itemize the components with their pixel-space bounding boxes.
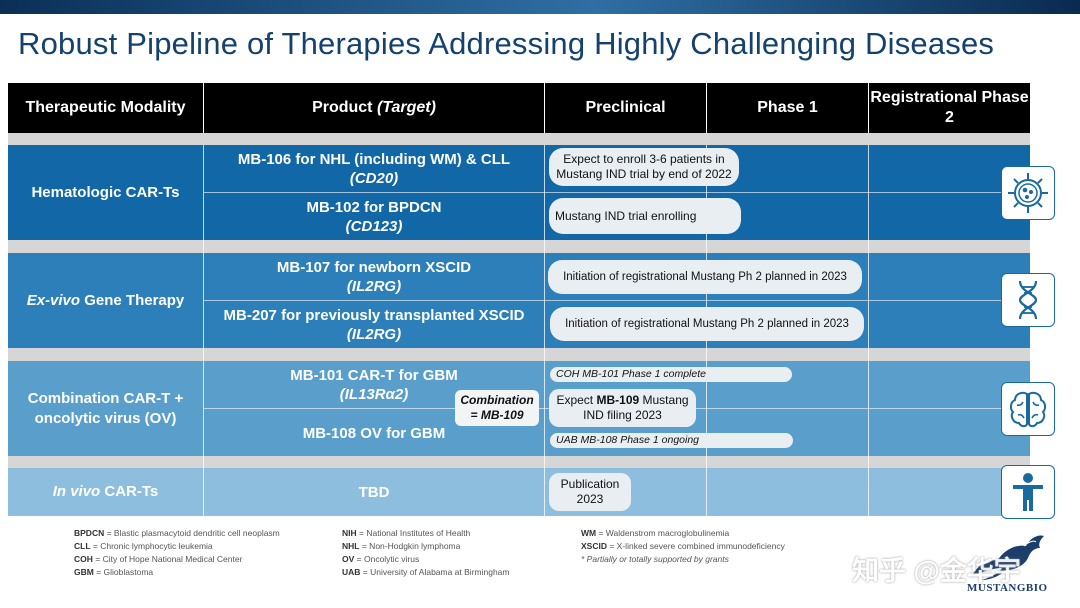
product-mb207: MB-207 for previously transplanted XSCID… (204, 303, 544, 347)
header-product: Product (Target) (204, 83, 545, 133)
modality-rest: Gene Therapy (84, 291, 185, 309)
footnote-abbr: COH (74, 554, 93, 564)
modality-italic: In vivo (52, 483, 101, 500)
footnote-abbr: UAB (342, 567, 361, 577)
dna-icon (1018, 280, 1038, 320)
status-pill-mb207: Initiation of registrational Mustang Ph … (550, 307, 864, 341)
footnote-def: = Waldenstrom macroglobulinemia (598, 528, 730, 538)
row-separator (8, 456, 1030, 468)
footnote-abbr: WM (581, 528, 597, 538)
status-pill-mb107: Initiation of registrational Mustang Ph … (548, 260, 862, 294)
product-mb108: MB-108 OV for GBM (204, 411, 544, 455)
footnote-def: = Non-Hodgkin lymphoma (361, 541, 461, 551)
combination-callout: Combination = MB-109 (455, 390, 539, 426)
product-tbd: TBD (204, 468, 544, 516)
footnote-def: = National Institutes of Health (359, 528, 471, 538)
person-icon (1013, 473, 1043, 511)
header-registrational: Registrational Phase 2 (869, 83, 1030, 133)
footnotes-col3: WM = Waldenstrom macroglobulinemia XSCID… (581, 527, 785, 566)
header-product-label: Product (312, 99, 373, 116)
header-preclinical: Preclinical (545, 83, 707, 133)
logo-text: MUSTANGBIO (967, 582, 1048, 594)
footnote-def: = Glioblastoma (96, 567, 154, 577)
status-pill-invivo: Publication 2023 (549, 473, 631, 511)
footnote-note: * Partially or totally supported by gran… (581, 554, 729, 564)
status-pill-mb102: Mustang IND trial enrolling (549, 198, 741, 234)
band-invivo (8, 468, 1030, 516)
footnote-def: = City of Hope National Medical Center (95, 554, 243, 564)
brain-icon-box (1001, 382, 1055, 436)
product-name: MB-101 CAR-T for GBM (290, 367, 458, 384)
mustang-logo (972, 535, 1044, 580)
subrow-divider (204, 300, 1030, 301)
product-mb107: MB-107 for newborn XSCID (IL2RG) (204, 255, 544, 299)
cell-icon-box (1001, 166, 1055, 220)
footnote-def: = X-linked severe combined immunodeficie… (609, 541, 785, 551)
row-separator (8, 240, 1030, 253)
column-divider (544, 145, 545, 516)
footnote-def: = University of Alabama at Birmingham (362, 567, 510, 577)
product-target: (IL13Rα2) (339, 386, 409, 403)
footnote-abbr: GBM (74, 567, 94, 577)
modality-rest: CAR-Ts (104, 483, 159, 500)
brain-icon (1009, 391, 1047, 428)
page-title: Robust Pipeline of Therapies Addressing … (18, 26, 995, 61)
footnote-abbr: NHL (342, 541, 360, 551)
row-separator (8, 348, 1030, 361)
expect-prefix: Expect (556, 393, 594, 407)
expect-bold: MB-109 (596, 393, 640, 407)
footnote-abbr: NIH (342, 528, 357, 538)
modality-exvivo: Ex-vivo Gene Therapy (8, 253, 203, 348)
expect-suffix: Mustang IND filing 2023 (583, 393, 689, 422)
header-product-target: (Target) (376, 99, 436, 116)
product-name: MB-102 for BPDCN (306, 199, 442, 216)
product-target: (CD20) (349, 170, 399, 187)
footnotes-col2: NIH = National Institutes of Health NHL … (342, 527, 509, 579)
product-target: (IL2RG) (346, 326, 402, 343)
product-mb101: MB-101 CAR-T for GBM (IL13Rα2) (204, 363, 544, 407)
watermark-text: 知乎 @金华宇 (852, 556, 1021, 586)
footnote-def: = Blastic plasmacytoid dendritic cell ne… (106, 528, 280, 538)
combo-line1: Combination (460, 393, 534, 407)
column-divider (868, 145, 869, 516)
product-target: (CD123) (345, 218, 403, 235)
dna-icon-box (1001, 273, 1055, 327)
product-name: MB-207 for previously transplanted XSCID (223, 307, 525, 324)
footnote-abbr: CLL (74, 541, 91, 551)
status-pill-mb106: Expect to enroll 3-6 patients in Mustang… (549, 148, 739, 186)
status-pill-mb101: COH MB-101 Phase 1 complete (550, 367, 792, 382)
modality-combination: Combination CAR-T + oncolytic virus (OV) (27, 389, 184, 427)
footnotes-col1: BPDCN = Blastic plasmacytoid dendritic c… (74, 527, 280, 579)
footnote-abbr: BPDCN (74, 528, 105, 538)
product-name: MB-108 OV for GBM (302, 424, 446, 442)
person-icon-box (1001, 465, 1055, 519)
product-mb102: MB-102 for BPDCN (CD123) (204, 195, 544, 239)
status-pill-mb109: Expect MB-109 Mustang IND filing 2023 (549, 389, 696, 427)
header-phase1: Phase 1 (707, 83, 869, 133)
header-modality: Therapeutic Modality (8, 83, 204, 133)
product-target: (IL2RG) (346, 278, 402, 295)
product-name: MB-107 for newborn XSCID (276, 259, 472, 276)
product-name: MB-106 for NHL (including WM) & CLL (237, 151, 511, 168)
footnote-abbr: XSCID (581, 541, 607, 551)
row-separator (8, 133, 1030, 145)
top-accent-bar (0, 0, 1080, 14)
product-mb106: MB-106 for NHL (including WM) & CLL (CD2… (204, 147, 544, 191)
modality-invivo: In vivo CAR-Ts (8, 468, 203, 516)
status-pill-mb108: UAB MB-108 Phase 1 ongoing (550, 433, 793, 448)
column-divider (203, 145, 204, 516)
product-name: TBD (358, 483, 390, 501)
footnote-def: = Chronic lymphocytic leukemia (92, 541, 213, 551)
footnote-abbr: OV (342, 554, 355, 564)
modality-hematologic: Hematologic CAR-Ts (31, 183, 180, 201)
cell-icon (1008, 173, 1048, 213)
subrow-divider (204, 192, 1030, 193)
modality-italic: Ex-vivo (26, 291, 81, 309)
combo-line2: = MB-109 (470, 408, 524, 422)
footnote-def: = Oncolytic virus (356, 554, 420, 564)
